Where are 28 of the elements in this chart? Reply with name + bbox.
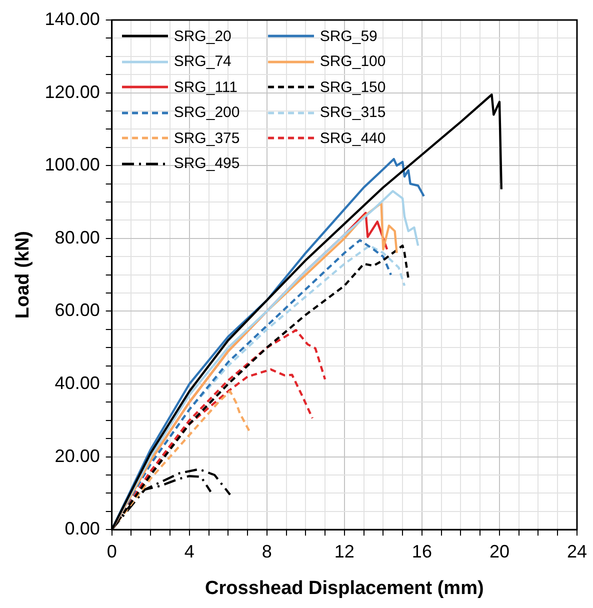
legend-label: SRG_100: [320, 53, 386, 70]
y-tick-label: 40.00: [54, 372, 100, 393]
legend-label: SRG_495: [174, 155, 240, 172]
legend-label: SRG_150: [320, 78, 386, 96]
legend-label: SRG_74: [174, 53, 232, 70]
x-axis-title: Crosshead Displacement (mm): [205, 578, 484, 599]
x-tick-label: 20: [489, 541, 510, 562]
legend-label: SRG_315: [320, 104, 386, 122]
legend-label: SRG_59: [320, 28, 378, 45]
y-tick-label: 20.00: [54, 446, 100, 466]
x-tick-label: 4: [184, 541, 194, 562]
x-tick-label: 12: [334, 541, 354, 562]
legend-label: SRG_440: [320, 130, 386, 147]
x-tick-label: 0: [106, 541, 117, 562]
y-tick-label: 0.00: [64, 518, 100, 539]
x-tick-label: 24: [566, 541, 588, 562]
y-tick-label: 100.00: [44, 154, 100, 175]
legend-label: SRG_20: [174, 28, 232, 45]
y-tick-label: 60.00: [54, 300, 100, 320]
x-tick-label: 8: [262, 541, 272, 562]
y-tick-label: 80.00: [54, 227, 100, 248]
y-axis-title: Load (kN): [12, 230, 34, 319]
legend-label: SRG_111: [174, 78, 238, 96]
x-tick-label: 16: [412, 541, 432, 562]
legend-label: SRG_200: [174, 104, 240, 122]
y-tick-label: 140.00: [44, 8, 100, 29]
y-tick-label: 120.00: [44, 82, 100, 102]
legend-label: SRG_375: [174, 130, 240, 147]
